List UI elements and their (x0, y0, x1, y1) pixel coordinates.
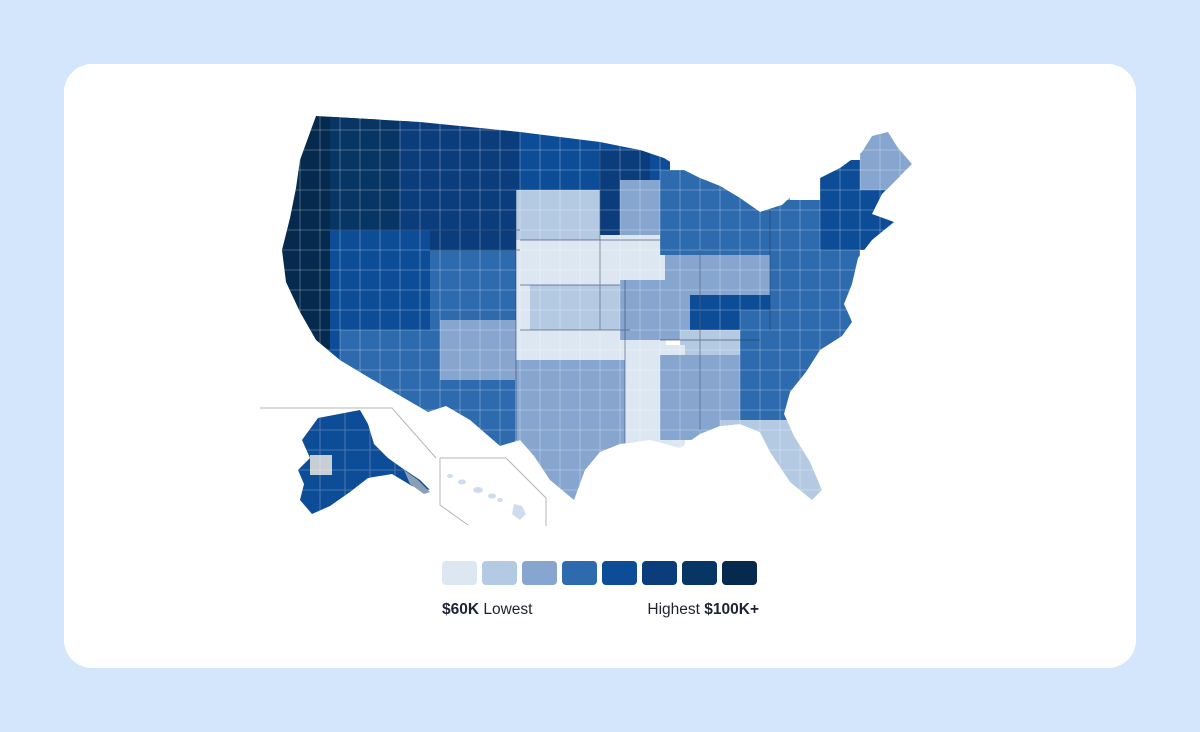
legend-swatch-5 (602, 561, 637, 585)
legend-swatches (442, 561, 759, 585)
legend-swatch-6 (642, 561, 677, 585)
region-dakotas (516, 190, 600, 240)
legend: $60K Lowest Highest $100K+ (442, 561, 759, 621)
hawaii (447, 474, 526, 520)
legend-low-label: $60K Lowest (442, 601, 533, 619)
region-iowa (600, 235, 665, 280)
region-texas (515, 360, 635, 500)
legend-high-text: Highest (647, 601, 700, 618)
region-florida (720, 420, 830, 500)
region-northwest (330, 116, 410, 230)
region-northern-plains-west (400, 116, 520, 250)
legend-high-label: Highest $100K+ (647, 601, 759, 619)
state-borders (330, 150, 771, 450)
legend-low-text: Lowest (483, 601, 533, 618)
legend-swatch-7 (682, 561, 717, 585)
legend-high-value: $100K+ (704, 601, 759, 618)
inset-divider-hawaii (439, 457, 547, 526)
legend-swatch-3 (522, 561, 557, 585)
inset-divider-alaska (260, 407, 437, 459)
region-kansas (530, 285, 620, 330)
region-mountain-south (430, 250, 520, 330)
legend-labels: $60K Lowest Highest $100K+ (442, 601, 759, 621)
legend-low-value: $60K (442, 601, 480, 618)
alaska (298, 410, 430, 514)
legend-swatch-8 (722, 561, 757, 585)
region-maine (860, 120, 912, 190)
legend-swatch-4 (562, 561, 597, 585)
legend-swatch-1 (442, 561, 477, 585)
legend-swatch-2 (482, 561, 517, 585)
